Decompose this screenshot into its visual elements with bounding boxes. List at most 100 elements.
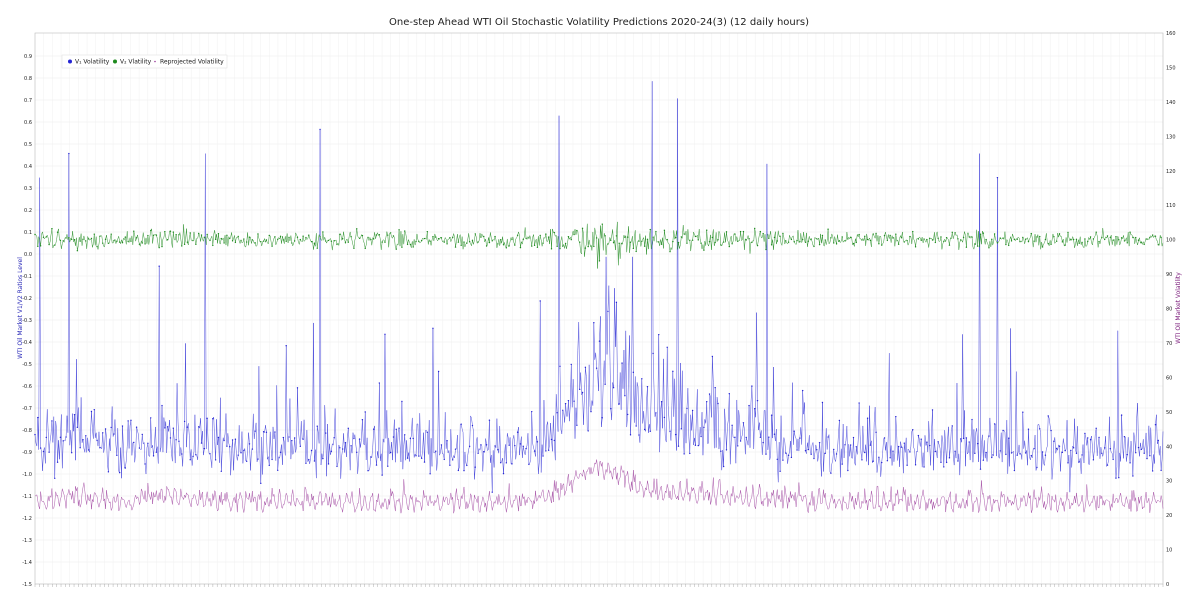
series-v1-point — [999, 450, 1001, 452]
y-left-tick-label: 0.2 — [24, 208, 32, 214]
series-v2-point — [943, 240, 945, 243]
series-v1-point — [714, 386, 716, 389]
series-v1-point — [708, 393, 711, 395]
series-v2-point — [488, 241, 491, 244]
series-v1-point — [1022, 411, 1024, 413]
series-v1-point — [830, 472, 832, 474]
chart-title: One-step Ahead WTI Oil Stochastic Volati… — [389, 17, 809, 28]
series-v1-point — [522, 445, 524, 447]
series-v2-point — [384, 241, 386, 243]
series-v1-point — [443, 458, 445, 461]
series-v1-point — [629, 434, 632, 436]
series-v2-point — [429, 240, 431, 242]
series-v1-point — [579, 388, 581, 391]
series-v2-point — [849, 236, 852, 238]
series-v2-point — [325, 240, 327, 242]
series-v1-point — [841, 463, 843, 465]
y-right-tick-label: 150 — [1166, 65, 1176, 71]
y-left-tick-label: -0.9 — [22, 450, 32, 456]
series-v1-point — [265, 431, 268, 433]
series-v1-point — [124, 467, 127, 469]
series-v2-point — [1005, 243, 1007, 246]
series-v2-point — [1053, 236, 1055, 238]
series-v1-point — [96, 439, 98, 442]
y-left-tick-label: -1.3 — [22, 538, 32, 544]
series-v1-point — [677, 445, 680, 447]
series-v2-point — [39, 245, 42, 247]
series-v1-point — [1061, 451, 1064, 454]
series-v1-point — [1118, 476, 1120, 479]
series-v1-point — [872, 460, 874, 462]
legend-marker-v2 — [113, 59, 117, 64]
y-left-tick-label: 0.9 — [24, 54, 32, 60]
series-v2-point — [697, 239, 699, 241]
series-v1-point — [231, 439, 234, 441]
series-v1-point — [900, 446, 903, 448]
series-v1-point — [547, 449, 550, 451]
series-v1-point — [821, 401, 824, 404]
series-v2-point — [511, 238, 513, 241]
series-v2-point — [499, 238, 502, 241]
y-right-tick-label: 110 — [1166, 203, 1176, 209]
series-v2-point — [751, 241, 753, 244]
series-v1-point — [260, 482, 262, 485]
series-v2-point — [542, 242, 544, 244]
series-v1-point — [251, 448, 254, 450]
series-v2-point — [1047, 242, 1049, 245]
series-v2-point — [220, 237, 222, 240]
series-v1-point — [440, 444, 443, 446]
series-v2-point — [1070, 238, 1072, 241]
series-v2-point — [452, 236, 454, 239]
series-v2-point — [923, 238, 925, 240]
series-v2-point — [878, 243, 880, 245]
series-v1-point — [291, 439, 293, 442]
series-v2-point — [113, 239, 115, 242]
series-v2-point — [463, 241, 465, 243]
series-v1-point — [818, 441, 821, 444]
series-v2-point — [567, 235, 570, 238]
series-v1-point — [1089, 439, 1092, 441]
series-v1-point — [474, 466, 476, 468]
series-v1-point — [553, 439, 556, 442]
series-v1-point — [847, 469, 849, 472]
series-v2-point — [762, 232, 764, 235]
series-v2-point — [937, 237, 939, 239]
series-v2-point — [418, 240, 420, 243]
series-v2-point — [519, 246, 522, 249]
series-v2-point — [655, 230, 657, 233]
series-v2-point — [725, 231, 728, 233]
series-v2-point — [223, 242, 225, 244]
series-v1-point — [420, 457, 423, 459]
series-v2-point — [804, 241, 807, 243]
series-v1-point — [415, 455, 417, 457]
series-v2-point — [895, 233, 897, 235]
series-v1-point — [858, 402, 860, 404]
series-v2-point — [742, 230, 745, 233]
series-v1-point — [717, 402, 719, 405]
series-v2-point — [477, 241, 479, 243]
series-v2-point — [231, 240, 234, 242]
series-v1-point — [389, 451, 392, 454]
series-v1-point — [341, 448, 344, 450]
series-v1-point — [1112, 458, 1114, 461]
series-v2-point — [770, 244, 773, 246]
series-v1-point — [491, 491, 493, 493]
series-v2-point — [99, 235, 101, 238]
series-v1-point — [62, 440, 64, 442]
series-v2-point — [443, 241, 445, 243]
series-v1-point — [118, 471, 121, 474]
series-v1-point — [302, 438, 304, 440]
series-v1-point — [861, 459, 863, 461]
series-v2-point — [426, 230, 429, 233]
series-v2-point — [787, 241, 790, 243]
series-v1-point — [274, 431, 276, 433]
series-v2-point — [931, 239, 934, 241]
series-v2-point — [604, 235, 606, 237]
series-v2-point — [85, 240, 87, 242]
series-v2-point — [1126, 242, 1128, 244]
series-v2-point — [999, 237, 1001, 239]
series-v1-point — [920, 438, 922, 440]
series-v2-point — [327, 239, 330, 242]
series-v1-point — [316, 425, 318, 427]
